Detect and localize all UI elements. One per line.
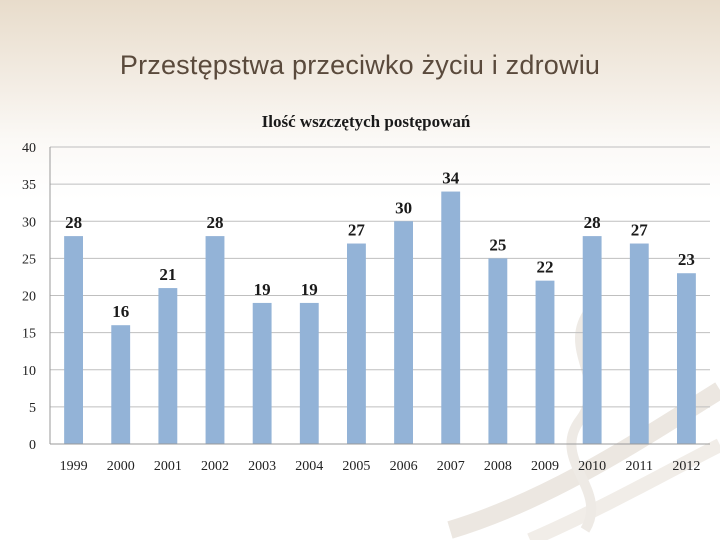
bar-2000 (111, 325, 131, 444)
chart-title: Ilość wszczętych postępowań (262, 112, 471, 131)
x-axis-ticks: 1999 2000 2001 2002 2003 2004 2005 2006 2007 2008… (50, 443, 710, 474)
x-tick-label: 2002 (201, 459, 229, 474)
x-tick-label: 2001 (154, 459, 182, 474)
x-tick-label: 2012 (672, 459, 700, 474)
data-label-2010: 28 (584, 213, 601, 232)
y-tick-label: 0 (29, 438, 36, 453)
y-tick-label: 5 (29, 401, 36, 416)
bar-2005 (347, 243, 366, 444)
data-labels: 28 16 21 28 19 19 27 30 34 25 22 28 27 23 (65, 169, 695, 322)
data-label-2007: 34 (442, 169, 460, 188)
data-label-2009: 22 (537, 258, 554, 277)
bar-1999 (64, 236, 83, 444)
x-tick-label: 2000 (107, 459, 135, 474)
bar-2012 (677, 273, 696, 444)
data-label-2002: 28 (207, 213, 224, 232)
data-label-2006: 30 (395, 198, 412, 217)
data-label-2012: 23 (678, 250, 695, 269)
x-tick-label: 1999 (60, 459, 88, 474)
x-tick-label: 2009 (531, 459, 559, 474)
grid-lines (49, 146, 710, 445)
data-label-2011: 27 (631, 221, 649, 240)
bar-chart: Ilość wszczętych postępowań 28 16 21 28 19 19… (22, 112, 710, 474)
bar-2007 (441, 191, 461, 444)
data-label-2000: 16 (112, 302, 129, 321)
slide-title: Przestępstwa przeciwko życiu i zdrowiu (119, 50, 601, 80)
data-label-2004: 19 (301, 280, 318, 299)
bar-2006 (394, 221, 413, 444)
data-label-2005: 27 (348, 221, 366, 240)
bar-2002 (205, 236, 225, 444)
x-tick-label: 2011 (626, 459, 653, 474)
x-tick-label: 2006 (390, 459, 418, 474)
y-tick-label: 40 (22, 141, 36, 156)
x-tick-label: 2005 (342, 459, 370, 474)
bar-2011 (629, 243, 649, 444)
y-axis-ticks: 0 5 10 15 20 25 30 35 40 (22, 141, 36, 453)
x-tick-label: 2003 (248, 459, 276, 474)
y-tick-label: 15 (22, 327, 36, 342)
bar-2004 (299, 302, 319, 444)
x-tick-label: 2010 (578, 459, 606, 474)
bar-2003 (252, 302, 272, 444)
x-tick-label: 2007 (437, 459, 465, 474)
bar-2001 (158, 288, 178, 444)
y-tick-label: 30 (22, 215, 36, 230)
y-tick-label: 10 (22, 364, 36, 379)
bar-2010 (582, 236, 602, 444)
data-label-2008: 25 (489, 235, 506, 254)
data-label-2001: 21 (159, 265, 176, 284)
x-tick-label: 2004 (295, 459, 323, 474)
bar-2009 (535, 280, 555, 444)
data-label-2003: 19 (254, 280, 271, 299)
bar-2008 (488, 258, 508, 444)
x-tick-label: 2008 (484, 459, 512, 474)
y-tick-label: 20 (22, 290, 36, 305)
data-label-1999: 28 (65, 213, 82, 232)
y-tick-label: 25 (22, 252, 36, 267)
bars (64, 191, 696, 444)
y-tick-label: 35 (22, 178, 36, 193)
